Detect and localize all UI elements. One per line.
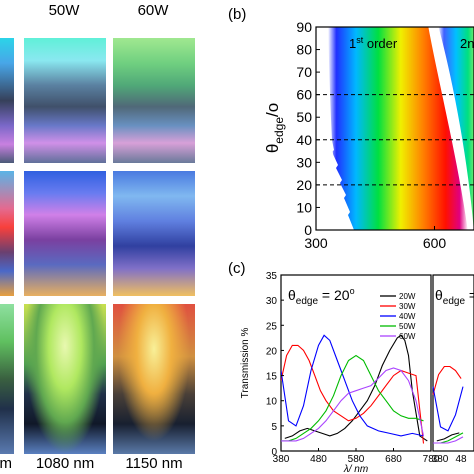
xtick2-label: 48: [455, 454, 467, 465]
ytick-label: 30: [296, 154, 312, 170]
panel-c2-lines: [432, 365, 464, 444]
ytick-label: 15: [266, 372, 278, 383]
series-line-30w: [281, 344, 425, 444]
ytick-label: 20: [266, 346, 278, 357]
xtick-label: 480: [310, 454, 327, 465]
heatmap-bands: [316, 27, 474, 230]
bottom-label-1080nm: 1080 nm: [35, 455, 95, 472]
panel-c-xlabel: λ/ nm: [343, 464, 368, 474]
series2-line-40w: [432, 386, 464, 432]
panel-c-frame: [280, 274, 432, 452]
panel-b-frame: [315, 26, 474, 231]
ytick-label: 10: [266, 397, 278, 408]
series-line-40w: [281, 334, 424, 437]
photo-strip-50w: [24, 38, 106, 454]
series-line-20w: [284, 334, 428, 442]
ytick-label: 20: [296, 177, 312, 193]
annotation-second-order: 2n: [460, 36, 474, 51]
series-line-60w: [281, 367, 425, 442]
ytick-label: 25: [266, 321, 278, 332]
xtick-label: 780: [423, 454, 440, 465]
ytick-label: 50: [296, 109, 312, 125]
annotation-first-order: 1st order: [349, 35, 398, 51]
panel-c-lines: [281, 334, 428, 444]
legend-label-30w: 30W: [399, 302, 416, 311]
panel-label-b: (b): [228, 6, 247, 23]
xtick-label: 600: [423, 235, 447, 251]
ytick-label: 80: [296, 42, 312, 58]
panel-c2-theta-title: θedge =: [435, 287, 474, 307]
photo-strip-40w: [0, 38, 14, 454]
series-line-50w: [281, 354, 424, 442]
ytick-label: 30: [266, 296, 278, 307]
series2-line-60w: [433, 436, 464, 444]
legend-label-20w: 20W: [399, 292, 416, 301]
legend-label-40w: 40W: [399, 312, 416, 321]
bottom-label-1150nm: 1150 nm: [125, 455, 183, 472]
ytick-label: 35: [266, 271, 278, 282]
ytick-label: 5: [271, 422, 277, 433]
xtick-label: 680: [385, 454, 402, 465]
column-label-50w: 50W: [48, 2, 80, 19]
panel-c-ylabel: Transmission %: [240, 328, 251, 399]
xtick-label: 300: [304, 235, 328, 251]
second-order-band: [438, 27, 474, 230]
bottom-label-partial: m: [0, 455, 12, 472]
panel-b-yticks: 90 80 70 60 50 40 30 20 10 0: [296, 19, 320, 238]
first-order-band: [328, 27, 468, 230]
legend-label-50w: 50W: [399, 322, 416, 331]
photo-strip-60w: [113, 38, 195, 454]
series2-line-20w: [436, 432, 460, 442]
xtick-label: 580: [348, 454, 365, 465]
dashed-lines: [316, 94, 474, 186]
ytick-label: 70: [296, 64, 312, 80]
panel-c-yticks: 35 30 25 20 15 10 5 0: [266, 271, 284, 458]
column-label-60w: 60W: [137, 2, 169, 19]
xtick2-label: 380: [432, 454, 449, 465]
series2-line-30w: [432, 365, 462, 395]
ytick-label: 90: [296, 19, 312, 35]
ytick-label: 10: [296, 199, 312, 215]
panel-b-xticks: 300 600: [304, 226, 446, 251]
panel-b-chart: 90 80 70 60 50 40 30 20 10 0 300 600 θedge/o 1st o…: [263, 19, 474, 251]
ytick-label: 40: [296, 132, 312, 148]
band-left-edge: [316, 27, 354, 230]
panel-b-ylabel: θedge/o: [263, 103, 286, 153]
ytick-label: 60: [296, 87, 312, 103]
ytick-label: 0: [304, 222, 312, 238]
panel-c-theta-title: θedge = 20o: [288, 286, 355, 307]
panel-label-c: (c): [228, 260, 246, 277]
xtick-label: 380: [273, 454, 290, 465]
ytick-label: 0: [271, 447, 277, 458]
legend-label-60w: 60W: [399, 332, 416, 341]
